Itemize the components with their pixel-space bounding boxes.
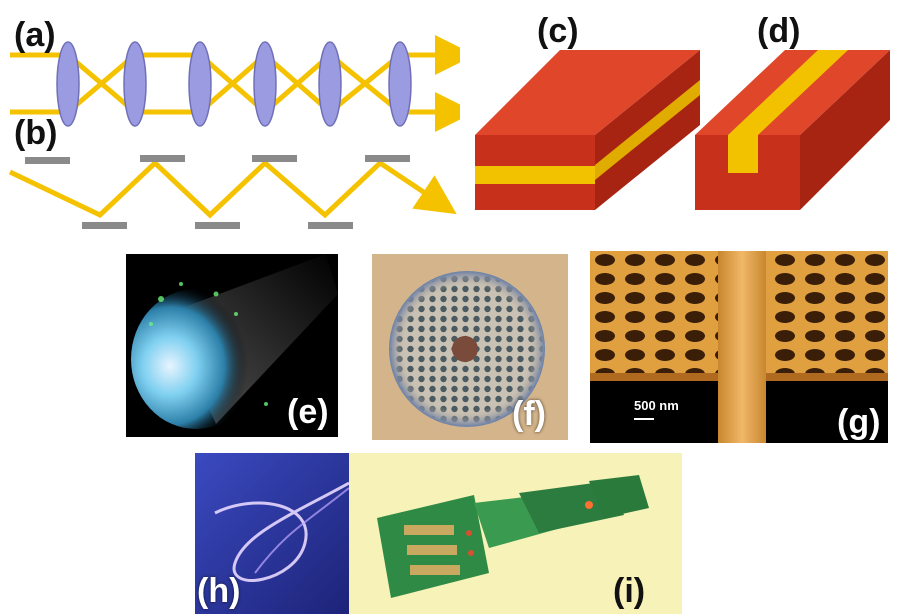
label-b: (b) [14,114,58,152]
label-i: (i) [613,572,646,610]
mirror-guide-beam [8,159,457,219]
beam-guide-diagram [8,35,460,229]
label-c: (c) [537,12,579,50]
mirror-icon [195,222,240,229]
label-a: (a) [14,16,56,54]
mirror-icon [308,222,353,229]
panel-d-channel-waveguide [690,40,895,215]
lens-icon [388,41,412,127]
label-g: (g) [837,403,881,441]
mirror-icon [82,222,127,229]
panel-c-slab-waveguide [470,40,705,215]
scale-bar-label: 500 nm [634,398,679,413]
mirror-icon [25,157,70,164]
lens-icon [123,41,147,127]
mirror-icon [140,155,185,162]
lens-icon [253,41,277,127]
lens-guide-beams [10,35,460,132]
panel-e-fiber-bundle-photo [126,254,338,437]
mirror-icon [365,155,410,162]
panel-ab-diagram [0,0,460,240]
label-e: (e) [287,393,329,431]
panel-f-photonic-crystal-fiber-photo [372,254,568,440]
mirror-icon [252,155,297,162]
label-d: (d) [757,12,801,50]
panel-i-flexible-circuit-photo [349,453,682,614]
label-h: (h) [197,572,241,610]
lens-icon [188,41,212,127]
lens-icon [318,41,342,127]
lens-icon [56,41,80,127]
panel-h-polymer-fiber-photo [195,453,349,614]
label-f: (f) [512,395,546,433]
panel-g-photonic-crystal-sem: 500 nm [590,251,888,443]
